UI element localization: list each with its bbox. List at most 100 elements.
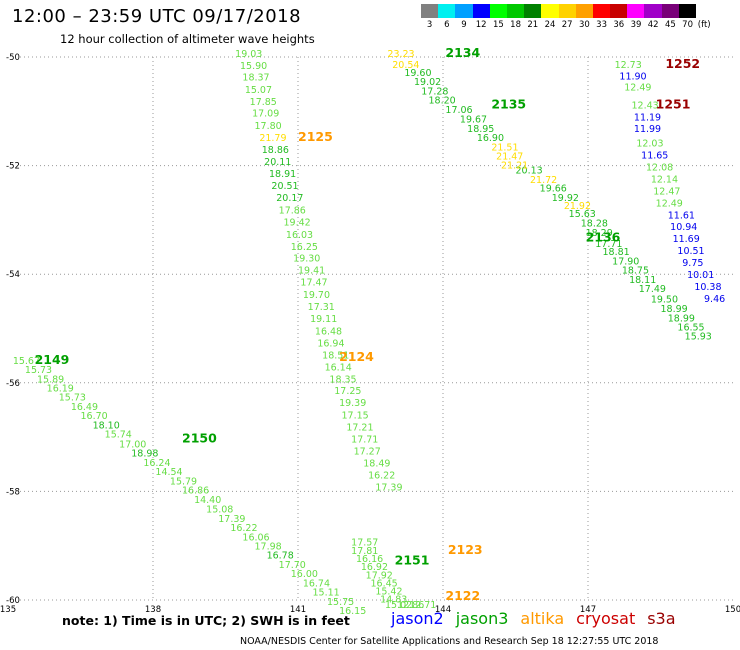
legend-value-label: 18 (510, 20, 522, 30)
legend-swatch (455, 4, 473, 18)
wave-height-value: 17.21 (346, 423, 373, 434)
wave-height-value: 12.14 (651, 174, 678, 185)
wave-height-value: 16.25 (291, 242, 318, 253)
footer-credit: NOAA/NESDIS Center for Satellite Applica… (240, 636, 659, 647)
wave-height-value: 17.00 (119, 439, 146, 450)
pass-label: 1252 (665, 56, 700, 71)
wave-height-value: 21.92 (564, 201, 591, 212)
satellite-name-jason2: jason2 (391, 609, 444, 628)
legend-labels: 3 6 9 12 15 18 21 24 27 30 33 36 39 42 45 70 (ft) (421, 18, 740, 32)
wave-height-value: 19.66 (540, 184, 567, 195)
wave-height-value: 19.92 (552, 193, 579, 204)
wave-height-value: 15.79 (170, 476, 197, 487)
wave-height-value: 21.51 (491, 142, 518, 153)
wave-height-value: 18.29 (586, 228, 613, 239)
wave-height-value: 19.42 (284, 217, 311, 228)
wave-height-value: 19.41 (298, 266, 325, 277)
legend-swatch (421, 4, 439, 18)
wave-height-value: 20.13 (516, 166, 543, 177)
wave-height-value: 16.22 (230, 523, 257, 534)
pass-label: 2135 (491, 97, 526, 112)
wave-height-value: 17.71 (351, 435, 378, 446)
wave-height-value: 17.57 (351, 538, 378, 549)
wave-height-value: 15.11 (313, 588, 340, 599)
page-subtitle: 12 hour collection of altimeter wave hei… (60, 32, 315, 46)
wave-height-value: 12.86 (397, 600, 424, 611)
wave-height-value: 14.40 (194, 495, 221, 506)
wave-height-value: 18.86 (262, 145, 289, 156)
pass-label: 2124 (339, 349, 374, 364)
wave-height-value: 19.11 (310, 314, 337, 325)
wave-height-value: 23.23 (387, 49, 414, 60)
legend-swatch (575, 4, 593, 18)
lon-tick-label: 141 (290, 605, 306, 615)
wave-height-value: 20.54 (392, 60, 419, 71)
legend-swatch (472, 4, 490, 18)
wave-height-value: 16.06 (242, 532, 269, 543)
footer-note: note: 1) Time is in UTC; 2) SWH is in fe… (62, 613, 350, 628)
wave-height-value: 19.03 (235, 49, 262, 60)
wave-height-value: 16.00 (291, 569, 318, 580)
legend-swatch (558, 4, 576, 18)
wave-height-value: 12.43 (632, 101, 659, 112)
lat-tick-label: -50 (6, 53, 20, 63)
legend-value-label: 9 (461, 20, 467, 30)
wave-height-value: 17.39 (375, 482, 402, 493)
color-legend: 3 6 9 12 15 18 21 24 27 30 33 36 39 42 45 70 (ft) (421, 4, 740, 32)
wave-height-value: 16.14 (325, 362, 352, 373)
legend-swatch (506, 4, 525, 18)
wave-height-value: 16.90 (477, 133, 504, 144)
wave-height-value: 12.08 (646, 162, 673, 173)
wave-height-value: 18.99 (661, 304, 688, 315)
wave-height-value: 21.47 (496, 152, 523, 163)
lat-tick-label: -54 (6, 270, 20, 280)
pass-label: 2125 (298, 129, 333, 144)
wave-height-value: 15.02 (385, 600, 412, 611)
wave-height-value: 17.92 (366, 570, 393, 581)
wave-height-value: 17.25 (334, 386, 361, 397)
satellite-name-altika: altika (520, 609, 565, 628)
legend-swatch (678, 4, 696, 18)
wave-height-value: 15.74 (105, 430, 132, 441)
wave-height-value: 17.90 (612, 256, 639, 267)
legend-swatches (421, 4, 740, 18)
wave-height-value: 18.91 (269, 169, 296, 180)
wave-height-value: 12.49 (624, 83, 651, 94)
wave-height-value: 12.71 (409, 600, 436, 611)
wave-height-value: 18.99 (668, 313, 695, 324)
lat-tick-label: -52 (6, 162, 20, 172)
wave-height-value: 10.94 (670, 222, 697, 233)
legend-swatch (644, 4, 662, 18)
wave-height-value: 11.19 (634, 113, 661, 124)
page-title: 12:00 – 23:59 UTC 09/17/2018 (12, 6, 302, 27)
wave-height-value: 10.01 (687, 270, 714, 281)
wave-height-value: 17.39 (218, 514, 245, 525)
wave-height-value: 16.70 (81, 411, 108, 422)
wave-height-value: 19.30 (293, 254, 320, 265)
wave-height-value: 20.17 (276, 193, 303, 204)
wave-height-value: 15.42 (375, 587, 402, 598)
satellite-name-cryosat: cryosat (576, 609, 636, 628)
lon-tick-label: 138 (145, 605, 161, 615)
wave-height-value: 21.21 (501, 160, 528, 171)
pass-label: 2123 (448, 542, 483, 557)
wave-height-value: 18.11 (629, 275, 656, 286)
wave-height-value: 16.94 (317, 338, 344, 349)
wave-height-value: 16.19 (47, 383, 74, 394)
legend-value-label: 24 (544, 20, 556, 30)
wave-height-value: 18.75 (622, 266, 649, 277)
wave-height-value: 18.98 (131, 449, 158, 460)
legend-swatch (438, 4, 456, 18)
legend-value-label: 42 (647, 20, 659, 30)
wave-height-value: 11.65 (641, 151, 668, 162)
pass-label: 2136 (586, 230, 621, 245)
legend-swatch (610, 4, 628, 18)
wave-height-value: 18.20 (429, 96, 456, 107)
wave-height-value: 17.31 (308, 302, 335, 313)
wave-height-value: 15.89 (37, 374, 64, 385)
wave-height-value: 17.98 (255, 542, 282, 553)
wave-height-value: 19.70 (303, 290, 330, 301)
wave-height-value: 18.95 (467, 124, 494, 135)
wave-height-value: 19.50 (651, 294, 678, 305)
wave-height-value: 15.08 (206, 505, 233, 516)
